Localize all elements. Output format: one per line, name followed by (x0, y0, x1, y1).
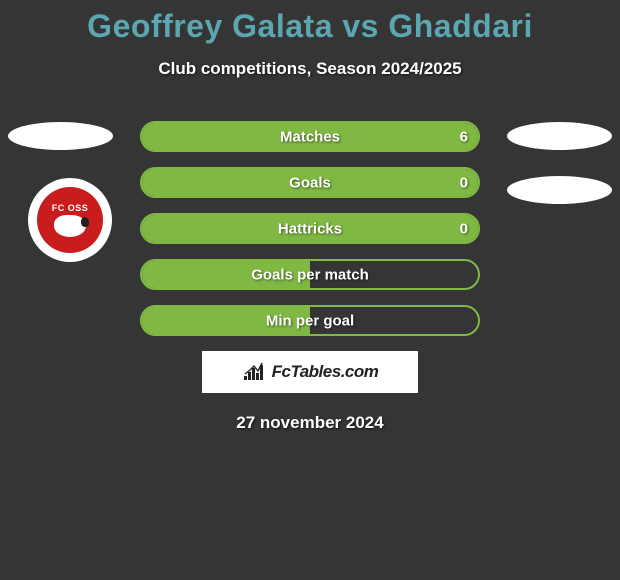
stat-row-matches: Matches 6 (140, 121, 480, 152)
stat-label: Goals per match (251, 266, 369, 283)
stat-row-goals: Goals 0 (140, 167, 480, 198)
stat-label: Hattricks (278, 220, 342, 237)
page-title: Geoffrey Galata vs Ghaddari (0, 0, 620, 45)
comparison-infographic: Geoffrey Galata vs Ghaddari Club competi… (0, 0, 620, 580)
stat-value: 0 (460, 174, 468, 191)
footer-brand-text: FcTables.com (272, 362, 379, 382)
footer-brand: FcTables.com (242, 362, 379, 382)
stat-value: 6 (460, 128, 468, 145)
stat-label: Goals (289, 174, 331, 191)
footer-brand-box: FcTables.com (202, 351, 418, 393)
date-text: 27 november 2024 (0, 413, 620, 433)
stat-label: Matches (280, 128, 340, 145)
stat-label: Min per goal (266, 312, 354, 329)
stats-area: Matches 6 Goals 0 Hattricks 0 Goals per … (0, 121, 620, 336)
bar-chart-icon (242, 362, 268, 382)
stat-row-min-per-goal: Min per goal (140, 305, 480, 336)
subtitle: Club competitions, Season 2024/2025 (0, 59, 620, 79)
stat-row-hattricks: Hattricks 0 (140, 213, 480, 244)
stat-value: 0 (460, 220, 468, 237)
stat-row-goals-per-match: Goals per match (140, 259, 480, 290)
